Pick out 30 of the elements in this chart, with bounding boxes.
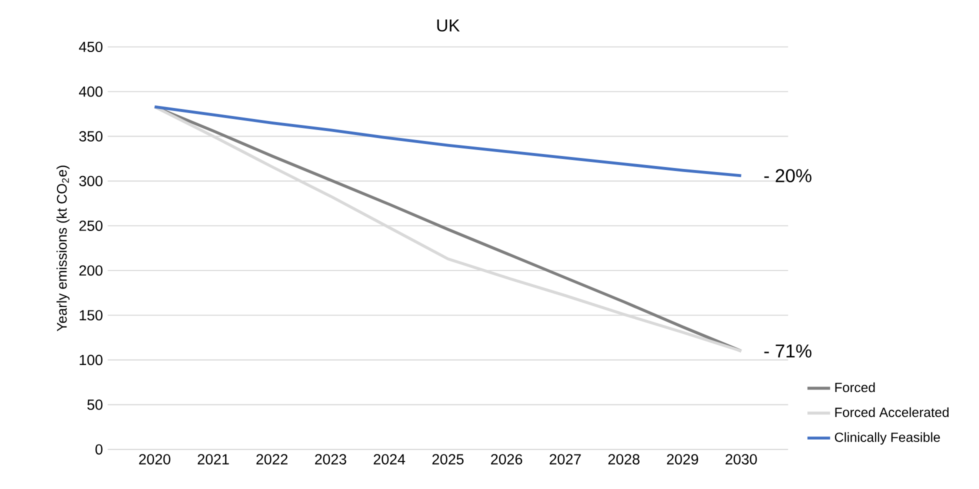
y-tick-label: 350 [79,131,102,142]
legend-label: Forced [835,382,875,392]
x-tick-label: 2020 [139,454,170,464]
y-tick-label: 0 [95,444,102,455]
chart-title: UK [437,19,460,32]
y-tick-label: 50 [87,399,102,410]
x-tick-label: 2024 [374,454,406,464]
y-axis-title: Yearly emissions (kt CO$_{2}$e) [56,166,70,332]
y-tick-label: 300 [79,176,102,186]
annotation: - 71% [764,344,812,358]
x-tick-label: 2027 [550,454,581,464]
y-tick-label: 400 [78,86,102,97]
x-tick-label: 2026 [491,454,522,464]
legend-label: Forced Accelerated [835,407,949,418]
y-tick-label: 450 [78,42,102,52]
y-tick-label: 150 [80,310,102,320]
x-tick-label: 2025 [432,454,464,464]
y-tick-label: 100 [80,354,102,366]
x-tick-label: 2021 [198,454,229,464]
y-tick-label: 200 [79,265,102,276]
annotation: - 20% [764,169,812,182]
x-tick-label: 2029 [667,454,698,464]
x-tick-label: 2030 [726,454,757,464]
x-tick-label: 2022 [256,454,288,464]
legend-label: Clinically Feasible [834,432,940,445]
y-tick-label: 250 [79,220,102,231]
line-series [153,105,743,352]
x-tick-label: 2028 [608,454,640,464]
line-series [153,105,743,178]
x-tick-label: 2023 [315,454,346,464]
